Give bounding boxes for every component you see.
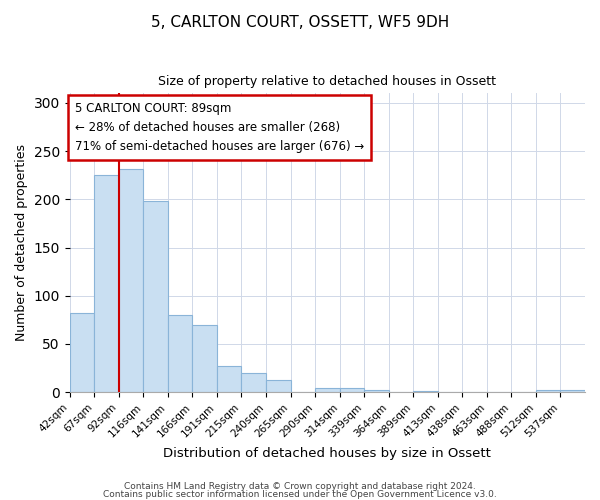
Bar [536, 390, 560, 392]
Bar [340, 388, 364, 392]
Bar [560, 390, 585, 392]
Bar [94, 175, 119, 392]
Bar [217, 366, 241, 392]
Bar [364, 390, 389, 392]
Bar [70, 313, 94, 392]
Text: 5 CARLTON COURT: 89sqm
← 28% of detached houses are smaller (268)
71% of semi-de: 5 CARLTON COURT: 89sqm ← 28% of detached… [75, 102, 364, 154]
Bar [193, 324, 217, 392]
Text: Contains HM Land Registry data © Crown copyright and database right 2024.: Contains HM Land Registry data © Crown c… [124, 482, 476, 491]
Bar [315, 388, 340, 392]
Bar [413, 391, 438, 392]
Bar [119, 168, 143, 392]
Bar [241, 373, 266, 392]
Title: Size of property relative to detached houses in Ossett: Size of property relative to detached ho… [158, 75, 496, 88]
Text: 5, CARLTON COURT, OSSETT, WF5 9DH: 5, CARLTON COURT, OSSETT, WF5 9DH [151, 15, 449, 30]
Bar [143, 202, 168, 392]
Y-axis label: Number of detached properties: Number of detached properties [15, 144, 28, 341]
Bar [168, 315, 193, 392]
Text: Contains public sector information licensed under the Open Government Licence v3: Contains public sector information licen… [103, 490, 497, 499]
X-axis label: Distribution of detached houses by size in Ossett: Distribution of detached houses by size … [163, 447, 491, 460]
Bar [266, 380, 290, 392]
